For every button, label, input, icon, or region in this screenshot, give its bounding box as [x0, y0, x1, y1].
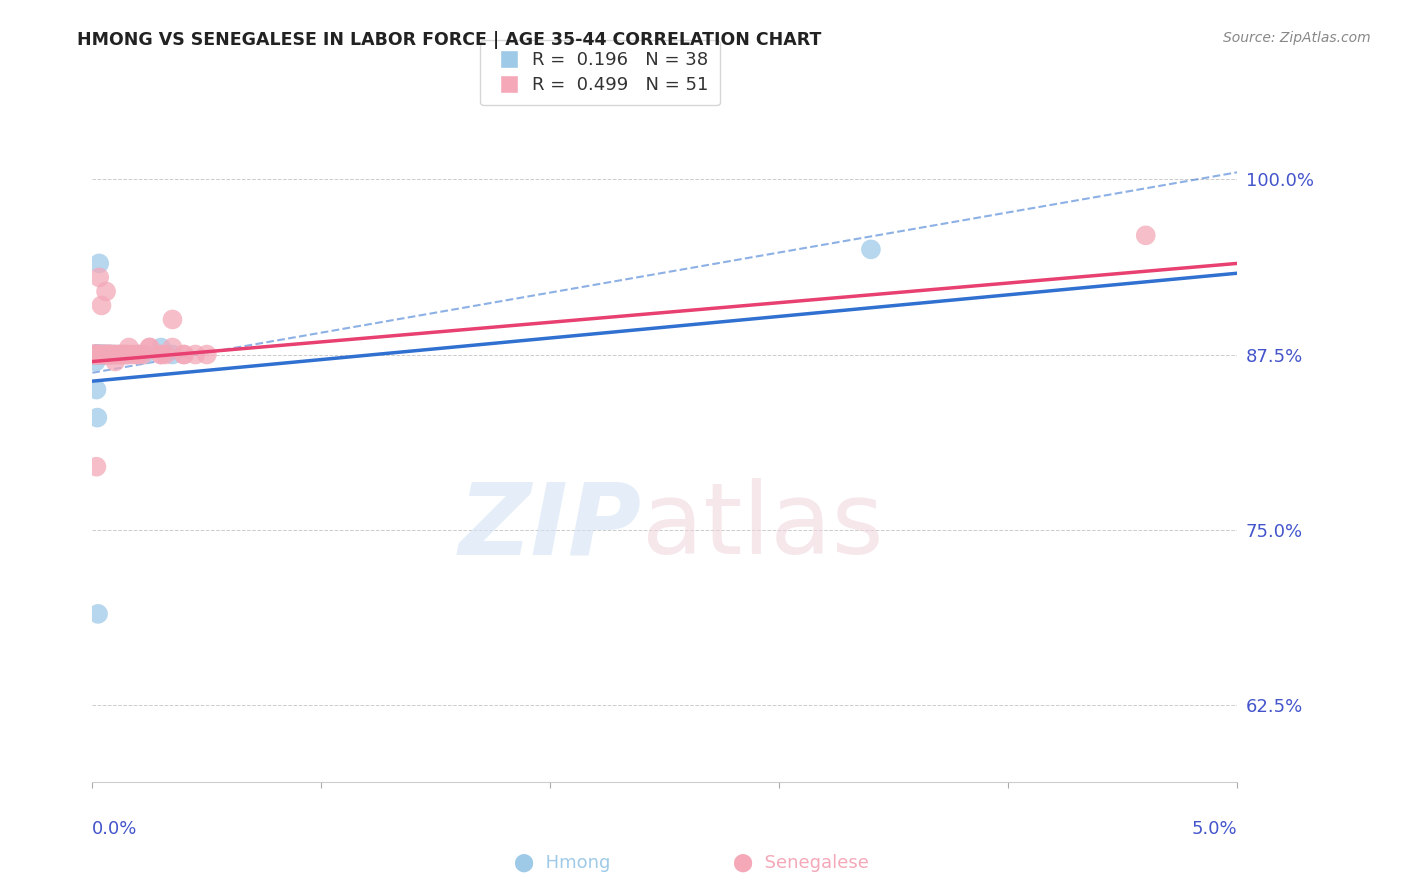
Point [150, 347, 173, 361]
Point [94, 347, 117, 361]
Point [173, 347, 195, 361]
Text: ⬤  Hmong: ⬤ Hmong [515, 854, 610, 872]
Text: atlas: atlas [643, 478, 883, 575]
Point [94, 347, 117, 361]
Point [127, 347, 149, 361]
Point [101, 347, 124, 361]
Point [150, 347, 173, 361]
Point [859, 243, 882, 257]
Point [184, 347, 207, 361]
Point [82, 347, 104, 361]
Point [162, 312, 184, 326]
Point [108, 347, 131, 361]
Point [93, 347, 115, 361]
Point [127, 347, 149, 361]
Text: HMONG VS SENEGALESE IN LABOR FORCE | AGE 35-44 CORRELATION CHART: HMONG VS SENEGALESE IN LABOR FORCE | AGE… [77, 31, 821, 49]
Point [138, 341, 160, 355]
Point [89, 256, 111, 270]
Point [112, 347, 135, 361]
Point [86, 347, 108, 361]
Point [108, 347, 131, 361]
Point [97, 347, 120, 361]
Point [132, 347, 155, 361]
Point [83, 347, 105, 361]
Text: 0.0%: 0.0% [93, 821, 138, 838]
Point [86, 347, 108, 361]
Point [89, 347, 111, 361]
Legend: R =  0.196   N = 38, R =  0.499   N = 51: R = 0.196 N = 38, R = 0.499 N = 51 [479, 40, 720, 105]
Point [104, 347, 127, 361]
Point [94, 285, 117, 299]
Point [91, 347, 114, 361]
Point [97, 347, 120, 361]
Point [91, 347, 114, 361]
Point [84, 347, 107, 361]
Point [86, 410, 108, 425]
Point [82, 347, 104, 361]
Point [86, 347, 108, 361]
Point [100, 347, 122, 361]
Point [83, 347, 105, 361]
Point [98, 347, 121, 361]
Point [93, 347, 115, 361]
Text: ZIP: ZIP [458, 478, 643, 575]
Point [111, 347, 134, 361]
Point [96, 347, 118, 361]
Point [118, 347, 141, 361]
Point [87, 607, 110, 621]
Point [100, 347, 122, 361]
Point [89, 270, 111, 285]
Point [89, 347, 111, 361]
Point [86, 459, 108, 474]
Point [90, 298, 112, 312]
Point [104, 347, 127, 361]
Point [162, 341, 184, 355]
Point [195, 347, 218, 361]
Point [84, 347, 107, 361]
Point [127, 347, 149, 361]
Text: 5.0%: 5.0% [1192, 821, 1237, 838]
Point [94, 347, 117, 361]
Point [93, 347, 115, 361]
Point [100, 347, 122, 361]
Point [155, 347, 177, 361]
Point [118, 341, 141, 355]
Point [1135, 228, 1157, 243]
Point [87, 347, 110, 361]
Point [94, 347, 117, 361]
Point [86, 347, 108, 361]
Point [84, 347, 107, 361]
Point [115, 347, 138, 361]
Point [84, 354, 107, 368]
Point [86, 383, 108, 397]
Point [83, 347, 105, 361]
Point [86, 347, 108, 361]
Point [89, 347, 111, 361]
Point [87, 347, 110, 361]
Point [87, 347, 110, 361]
Point [134, 347, 156, 361]
Point [84, 347, 107, 361]
Point [89, 347, 111, 361]
Point [97, 347, 120, 361]
Point [162, 347, 184, 361]
Point [122, 347, 145, 361]
Point [115, 347, 138, 361]
Text: ⬤  Senegalese: ⬤ Senegalese [734, 854, 869, 872]
Point [173, 347, 195, 361]
Text: Source: ZipAtlas.com: Source: ZipAtlas.com [1223, 31, 1371, 45]
Point [89, 347, 111, 361]
Point [150, 341, 173, 355]
Point [101, 347, 124, 361]
Point [107, 347, 129, 361]
Point [138, 341, 160, 355]
Point [86, 347, 108, 361]
Point [111, 347, 134, 361]
Point [90, 347, 112, 361]
Point [83, 347, 105, 361]
Point [89, 347, 111, 361]
Point [90, 347, 112, 361]
Point [104, 354, 127, 368]
